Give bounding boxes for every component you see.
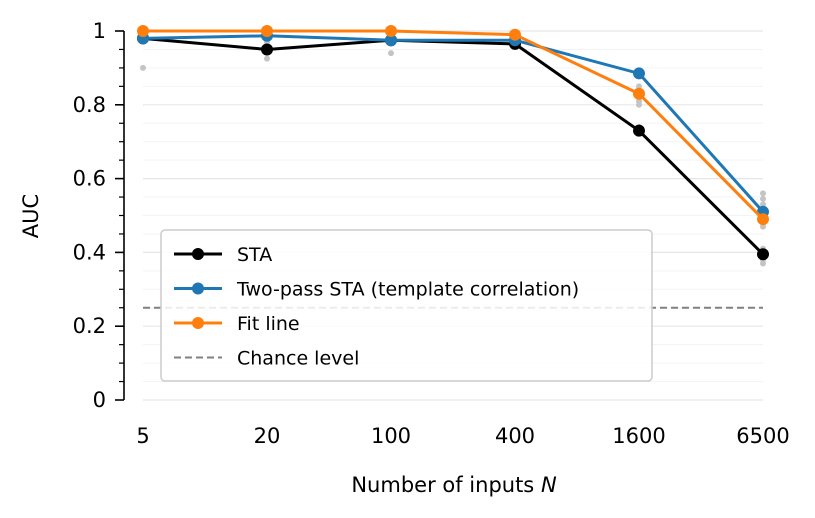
legend-box	[160, 229, 653, 382]
y-tick-label: 1	[93, 19, 106, 43]
series-line-2	[143, 29, 765, 221]
series-point-2	[757, 213, 769, 226]
legend-marker	[192, 248, 204, 260]
individual-point	[264, 55, 270, 62]
individual-point	[760, 195, 766, 202]
y-tick-label: 0.8	[73, 93, 106, 117]
x-axis-label-text: Number of inputs	[351, 473, 541, 497]
x-axis-label-variable: N	[541, 473, 557, 497]
individual-point	[760, 223, 766, 230]
y-tick-label: 0	[93, 388, 106, 412]
x-tick-label: 5	[136, 424, 149, 448]
y-axis: 0 0.2 0.4 0.6 0.8 1	[73, 19, 125, 412]
series-point-2	[509, 28, 521, 41]
series-point-2	[633, 87, 645, 100]
series-point-1	[385, 34, 397, 47]
series-lines	[137, 25, 769, 261]
series-line-1	[142, 34, 765, 213]
y-tick-label: 0.6	[73, 167, 106, 191]
legend-label: Fit line	[237, 313, 300, 335]
legend-label: Chance level	[237, 348, 359, 370]
x-tick-label: 6500	[736, 424, 789, 448]
legend-label: Two-pass STA (template correlation)	[236, 279, 579, 301]
y-tick-label: 0.4	[73, 240, 106, 264]
legend-marker	[192, 317, 204, 329]
series-line-0	[142, 36, 765, 256]
x-axis-label: Number of inputs N	[351, 473, 557, 497]
individual-point	[760, 201, 766, 208]
individual-point	[760, 190, 766, 197]
series-point-2	[385, 25, 397, 37]
individual-point	[636, 83, 642, 90]
x-axis-ticks: 5 20 100 400 1600 6500	[136, 424, 789, 448]
individual-point	[636, 98, 642, 105]
series-point-2	[261, 25, 273, 37]
x-tick-label: 100	[371, 424, 411, 448]
individual-point	[388, 50, 394, 57]
series-point-0	[633, 124, 645, 137]
legend-marker	[192, 282, 204, 295]
x-tick-label: 1600	[612, 424, 665, 448]
x-tick-label: 400	[495, 424, 535, 448]
series-point-2	[137, 25, 149, 37]
series-point-0	[261, 43, 273, 56]
legend: STA Two-pass STA (template correlation) Fi…	[160, 229, 653, 382]
individual-point	[140, 64, 146, 71]
x-tick-label: 20	[254, 424, 281, 448]
series-point-1	[633, 67, 645, 80]
y-tick-label: 0.2	[73, 314, 106, 338]
series-point-0	[757, 248, 769, 261]
y-axis-label: AUC	[19, 194, 43, 238]
legend-label: STA	[237, 244, 272, 266]
